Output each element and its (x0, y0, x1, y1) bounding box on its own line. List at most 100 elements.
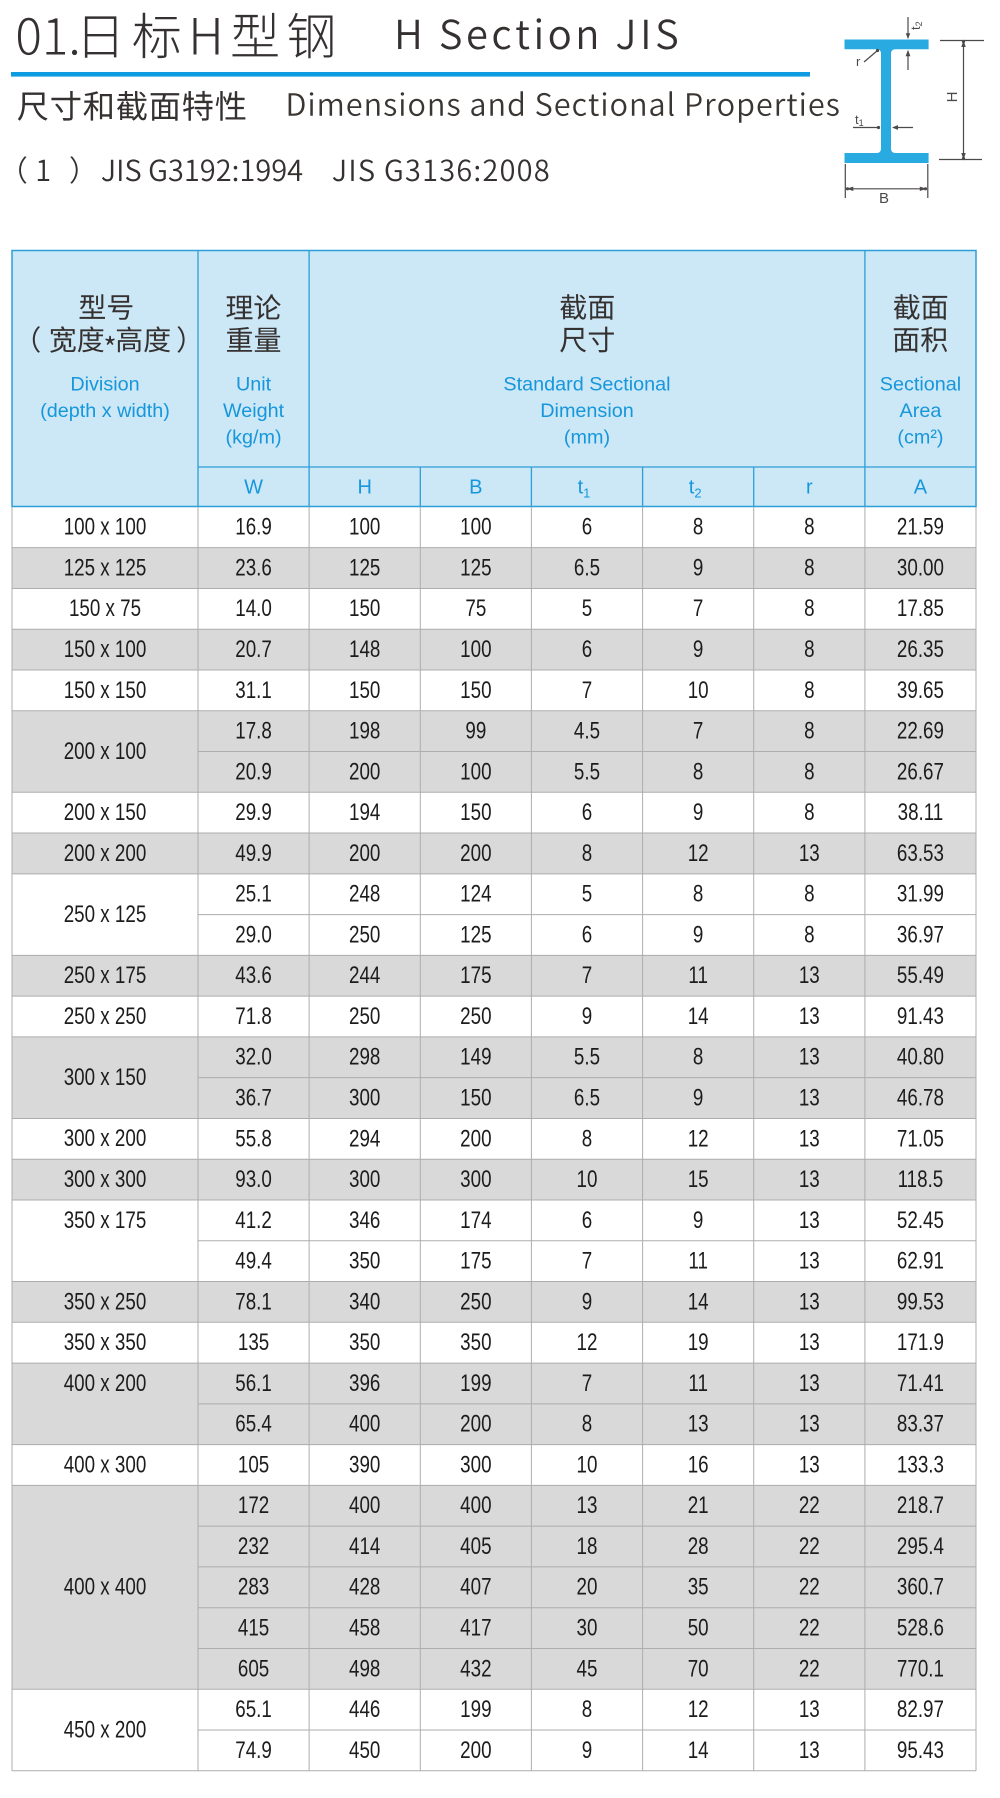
svg-text:250 x 175: 250 x 175 (64, 962, 147, 989)
svg-text:40.80: 40.80 (897, 1044, 944, 1071)
svg-text:6: 6 (582, 1207, 592, 1234)
svg-text:7: 7 (693, 595, 703, 622)
svg-text:12: 12 (577, 1329, 598, 1356)
svg-text:199: 199 (460, 1696, 491, 1723)
svg-text:32.0: 32.0 (235, 1044, 272, 1071)
svg-text:13: 13 (799, 840, 820, 867)
svg-text:Unit: Unit (236, 374, 272, 396)
svg-text:14: 14 (688, 1288, 709, 1315)
svg-text:250: 250 (460, 1003, 491, 1030)
svg-text:294: 294 (349, 1125, 380, 1152)
svg-text:t1: t1 (855, 112, 864, 128)
svg-text:55.49: 55.49 (897, 962, 944, 989)
svg-text:175: 175 (460, 1247, 491, 1274)
svg-text:415: 415 (238, 1614, 269, 1641)
svg-text:150: 150 (349, 595, 380, 622)
svg-text:200: 200 (460, 840, 491, 867)
svg-text:26.67: 26.67 (897, 758, 944, 785)
svg-text:150: 150 (460, 799, 491, 826)
svg-text:46.78: 46.78 (897, 1084, 944, 1111)
svg-text:8: 8 (804, 921, 814, 948)
svg-text:9: 9 (582, 1003, 592, 1030)
svg-text:11: 11 (688, 1370, 708, 1397)
svg-text:7: 7 (582, 1370, 592, 1397)
svg-text:149: 149 (460, 1044, 491, 1071)
svg-text:49.4: 49.4 (235, 1247, 272, 1274)
svg-text:12: 12 (688, 840, 709, 867)
svg-text:8: 8 (804, 799, 814, 826)
svg-text:6: 6 (582, 514, 592, 541)
svg-text:9: 9 (582, 1288, 592, 1315)
svg-text:22: 22 (799, 1655, 820, 1682)
svg-text:200: 200 (349, 758, 380, 785)
svg-text:41.2: 41.2 (235, 1207, 272, 1234)
svg-text:13: 13 (799, 1329, 820, 1356)
svg-text:16: 16 (688, 1451, 709, 1478)
svg-text:174: 174 (460, 1207, 491, 1234)
svg-text:450: 450 (349, 1737, 380, 1764)
svg-text:35: 35 (688, 1574, 709, 1601)
svg-text:14: 14 (688, 1003, 709, 1030)
svg-text:16.9: 16.9 (235, 514, 272, 541)
svg-text:100 x 100: 100 x 100 (64, 514, 147, 541)
svg-text:200: 200 (460, 1411, 491, 1438)
svg-text:Standard Sectional: Standard Sectional (503, 374, 670, 396)
svg-text:400: 400 (349, 1411, 380, 1438)
svg-text:49.9: 49.9 (235, 840, 272, 867)
svg-text:5.5: 5.5 (574, 758, 600, 785)
svg-text:28: 28 (688, 1533, 709, 1560)
svg-text:Weight: Weight (223, 400, 285, 422)
svg-text:150 x 150: 150 x 150 (64, 677, 147, 704)
svg-text:12: 12 (688, 1125, 709, 1152)
svg-text:29.0: 29.0 (235, 921, 272, 948)
svg-text:100: 100 (460, 514, 491, 541)
svg-text:45: 45 (577, 1655, 598, 1682)
svg-text:93.0: 93.0 (235, 1166, 272, 1193)
svg-text:B: B (879, 190, 889, 207)
svg-text:t2: t2 (908, 21, 924, 30)
svg-text:4.5: 4.5 (574, 717, 600, 744)
svg-text:407: 407 (460, 1574, 491, 1601)
svg-text:150 x 75: 150 x 75 (69, 595, 141, 622)
svg-text:8: 8 (693, 1044, 703, 1071)
svg-text:r: r (856, 54, 861, 69)
svg-text:346: 346 (349, 1207, 380, 1234)
svg-text:9: 9 (582, 1737, 592, 1764)
svg-text:9: 9 (693, 1207, 703, 1234)
svg-text:56.1: 56.1 (235, 1370, 272, 1397)
svg-text:23.6: 23.6 (235, 554, 272, 581)
svg-text:H: H (944, 92, 961, 103)
svg-text:r: r (806, 477, 813, 499)
svg-text:13: 13 (799, 1166, 820, 1193)
svg-text:13: 13 (799, 1696, 820, 1723)
svg-text:360.7: 360.7 (897, 1574, 944, 1601)
svg-text:605: 605 (238, 1655, 269, 1682)
svg-text:83.37: 83.37 (897, 1411, 944, 1438)
svg-text:71.05: 71.05 (897, 1125, 944, 1152)
svg-text:446: 446 (349, 1696, 380, 1723)
svg-text:100: 100 (460, 636, 491, 663)
svg-text:19: 19 (688, 1329, 709, 1356)
svg-text:13: 13 (799, 1003, 820, 1030)
svg-text:150: 150 (349, 677, 380, 704)
svg-text:13: 13 (799, 1207, 820, 1234)
svg-text:50: 50 (688, 1614, 709, 1641)
svg-text:39.65: 39.65 (897, 677, 944, 704)
svg-text:295.4: 295.4 (897, 1533, 944, 1560)
svg-text:25.1: 25.1 (235, 881, 272, 908)
svg-text:8: 8 (582, 1696, 592, 1723)
svg-text:B: B (469, 477, 482, 499)
svg-text:350 x 250: 350 x 250 (64, 1288, 147, 1315)
svg-text:13: 13 (799, 962, 820, 989)
svg-text:300 x 150: 300 x 150 (64, 1064, 147, 1091)
svg-text:17.8: 17.8 (235, 717, 272, 744)
svg-text:30: 30 (577, 1614, 598, 1641)
svg-text:Sectional: Sectional (880, 374, 961, 396)
svg-text:528.6: 528.6 (897, 1614, 944, 1641)
svg-text:125: 125 (460, 921, 491, 948)
svg-text:22: 22 (799, 1492, 820, 1519)
svg-text:194: 194 (349, 799, 380, 826)
svg-text:400 x 200: 400 x 200 (64, 1370, 147, 1397)
svg-text:29.9: 29.9 (235, 799, 272, 826)
svg-text:20: 20 (577, 1574, 598, 1601)
